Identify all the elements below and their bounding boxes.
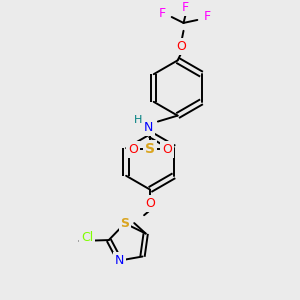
Text: F: F: [204, 10, 211, 22]
Text: O: O: [128, 142, 138, 156]
Text: F: F: [158, 7, 165, 20]
Text: O: O: [177, 40, 187, 53]
Text: S: S: [145, 142, 155, 156]
Text: H: H: [134, 115, 142, 124]
Text: Cl: Cl: [81, 230, 93, 244]
Text: N: N: [143, 121, 153, 134]
Text: O: O: [145, 197, 155, 210]
Text: N: N: [115, 254, 124, 267]
Text: F: F: [182, 1, 189, 13]
Text: O: O: [162, 142, 172, 156]
Text: S: S: [120, 217, 129, 230]
